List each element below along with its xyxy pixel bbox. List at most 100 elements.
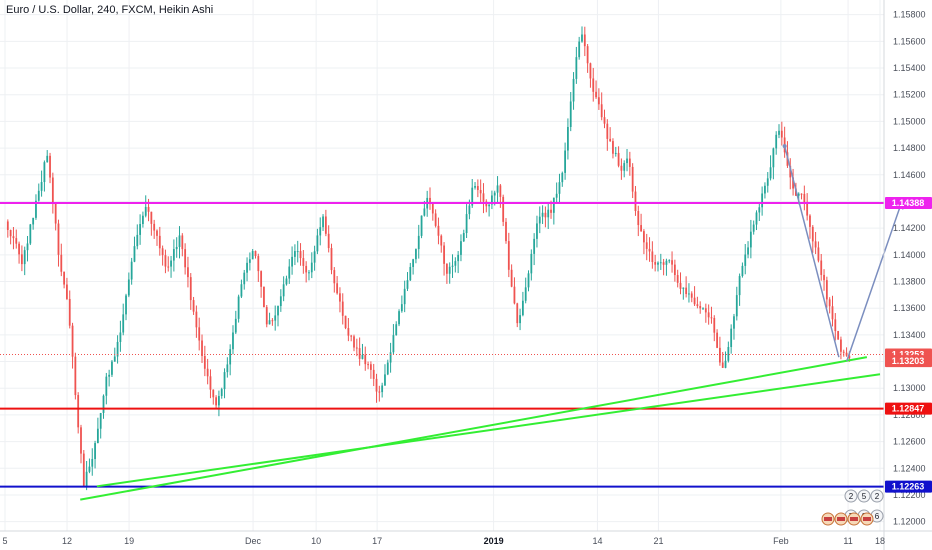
candle-body — [91, 459, 94, 467]
candle-body — [158, 235, 161, 249]
candle-body — [491, 195, 493, 205]
candle-body — [77, 395, 80, 428]
candle-body — [530, 253, 533, 274]
candle-body — [246, 262, 248, 273]
candle-body — [330, 248, 333, 271]
candle-body — [206, 368, 209, 377]
candle-body — [248, 259, 251, 263]
candle-body — [758, 207, 761, 213]
candle-body — [316, 235, 319, 252]
candle-body — [834, 319, 837, 332]
candle-body — [130, 261, 133, 280]
candle-body — [60, 254, 63, 272]
candle-body — [184, 249, 187, 268]
candle-body — [116, 341, 119, 357]
candle-body — [150, 211, 153, 224]
price-marker-label: 1.13203 — [892, 356, 925, 366]
event-badge[interactable] — [857, 489, 871, 503]
candle-body — [828, 299, 831, 307]
candle-body — [327, 233, 330, 249]
event-badge-count: 6 — [875, 512, 880, 521]
candle-body — [198, 327, 201, 341]
candle-body — [291, 256, 293, 267]
level-price-label: 1.14388 — [892, 198, 925, 208]
candle-body — [429, 197, 431, 205]
y-tick-label: 1.13000 — [893, 383, 926, 393]
candle-body — [645, 242, 648, 249]
candle-body — [474, 186, 476, 188]
event-badge-count: 2 — [875, 492, 880, 501]
candle-body — [716, 332, 718, 348]
candle-body — [749, 231, 752, 248]
event-badges[interactable]: 252796 — [821, 489, 884, 526]
candle-body — [457, 254, 460, 262]
x-tick-label: 10 — [311, 536, 321, 546]
candle-body — [381, 385, 384, 393]
x-tick-label: 11 — [843, 536, 852, 546]
candle-body — [265, 307, 268, 325]
candle-body — [797, 193, 800, 196]
candle-body — [282, 284, 285, 297]
candle-body — [353, 336, 355, 348]
candle-body — [82, 453, 85, 487]
candle-body — [631, 166, 634, 192]
candle-body — [690, 293, 693, 298]
candle-body — [308, 272, 310, 274]
candle-body — [766, 178, 769, 186]
event-badge[interactable] — [844, 489, 858, 503]
level-price-tag — [885, 480, 932, 493]
candle-body — [181, 235, 184, 250]
candle-body — [96, 428, 99, 444]
candle-body — [471, 187, 474, 206]
trendline[interactable] — [80, 356, 868, 501]
candle-body — [578, 41, 581, 58]
candle-body — [142, 215, 144, 225]
candle-body — [558, 182, 561, 194]
trendline[interactable] — [96, 373, 881, 488]
candle-body — [420, 215, 423, 236]
candle-body — [710, 317, 713, 319]
candle-body — [384, 374, 386, 386]
candle-body — [94, 443, 96, 460]
y-axis-ticks: 1.15800 1.15600 1.15400 1.15200 1.15000 1.148… — [893, 10, 926, 527]
candle-body — [167, 266, 170, 268]
candle-body — [113, 356, 116, 362]
candle-body — [806, 203, 809, 216]
candle-body — [519, 315, 521, 324]
candle-body — [609, 138, 612, 142]
y-tick-label: 1.15600 — [893, 36, 926, 46]
candle-body — [592, 78, 595, 92]
candle-body — [392, 335, 395, 353]
candle-body — [260, 271, 263, 287]
grid-lines — [0, 0, 884, 531]
candle-body — [26, 243, 29, 251]
candle-body — [251, 250, 254, 260]
candle-body — [648, 248, 651, 252]
candle-body — [488, 204, 491, 207]
candle-body — [161, 248, 164, 256]
candle-body — [800, 193, 803, 195]
candle-body — [218, 396, 220, 406]
flag-stripe — [863, 517, 871, 521]
candle-body — [809, 215, 811, 227]
candle-body — [634, 191, 637, 212]
candle-body — [310, 262, 313, 273]
candle-body — [279, 296, 282, 307]
candle-body — [63, 271, 66, 285]
candle-body — [220, 389, 223, 397]
candle-body — [848, 355, 851, 359]
candle-body — [505, 221, 507, 242]
candle-body — [831, 306, 834, 320]
candle-body — [406, 280, 409, 289]
level-price-label: 1.12847 — [892, 404, 925, 414]
candle-body — [355, 347, 358, 349]
candle-body — [133, 246, 136, 262]
projection-arrow[interactable] — [846, 201, 903, 362]
candle-body — [277, 306, 279, 316]
projection-arrow[interactable] — [783, 145, 840, 358]
candle-body — [375, 378, 378, 392]
event-badge[interactable] — [870, 489, 884, 503]
candle-body — [412, 259, 415, 267]
candle-body — [696, 304, 699, 307]
